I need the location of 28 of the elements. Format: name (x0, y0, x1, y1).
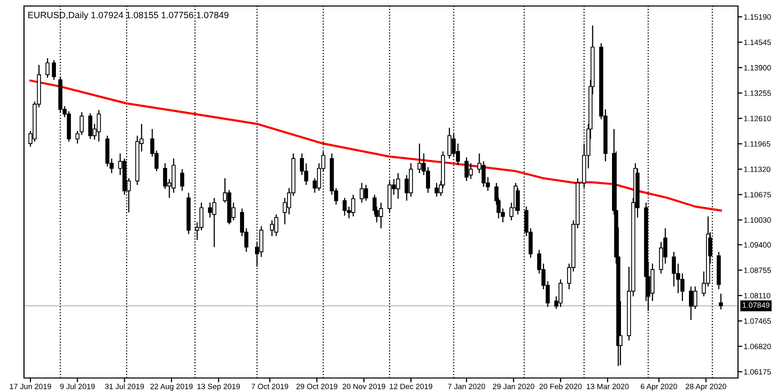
candlestick (447, 127, 452, 160)
line-series (29, 80, 722, 212)
candlestick (396, 172, 400, 200)
candlestick (259, 226, 264, 258)
candlestick (208, 202, 212, 218)
candlestick (378, 202, 384, 229)
candlestick (274, 214, 278, 237)
candlestick (693, 286, 698, 310)
candlestick (464, 156, 469, 182)
candlestick (558, 278, 563, 308)
candlestick (199, 202, 204, 231)
candlestick (659, 241, 664, 274)
candlestick (468, 162, 473, 180)
candlestick (351, 194, 356, 217)
candlestick (88, 112, 92, 140)
candlestick (342, 197, 347, 216)
candlestick (180, 168, 184, 192)
candlestick (45, 58, 50, 78)
candlestick (96, 110, 101, 142)
candlestick (408, 162, 413, 198)
candlestick (434, 182, 439, 198)
text: EURUSD,Daily 1.07924 1.08155 1.07756 1.07849 (28, 12, 228, 20)
candlestick (212, 197, 216, 248)
candlestick (52, 60, 56, 80)
candlestick (163, 162, 168, 190)
candlestick (360, 182, 364, 204)
candlestick (718, 293, 723, 310)
candlestick (680, 272, 684, 302)
